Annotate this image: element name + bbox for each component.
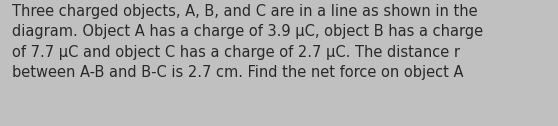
Text: Three charged objects, A, B, and C are in a line as shown in the
diagram. Object: Three charged objects, A, B, and C are i… <box>12 4 483 80</box>
